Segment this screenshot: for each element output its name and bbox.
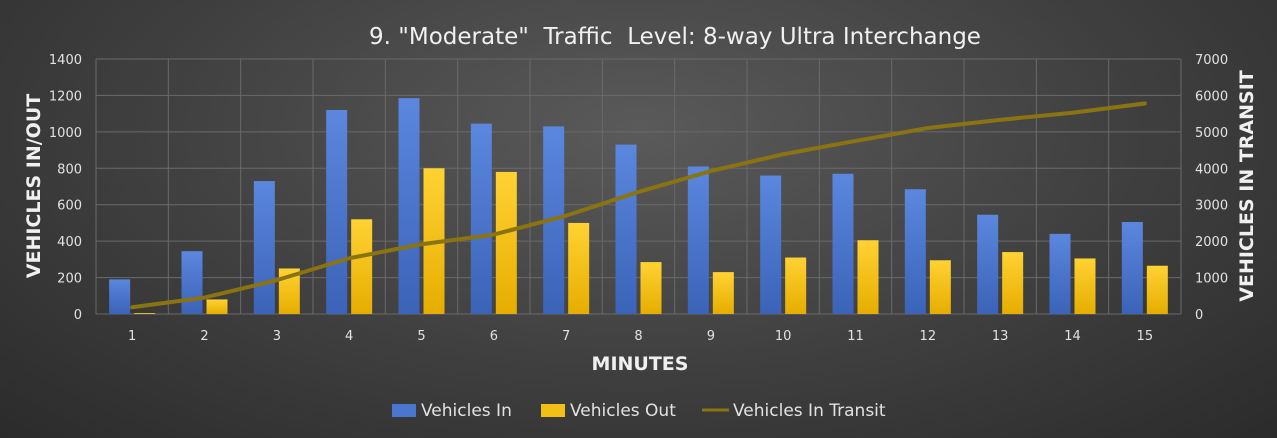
y-tick-label: 1000 xyxy=(49,126,82,141)
x-tick-label: 7 xyxy=(562,329,570,344)
legend: Vehicles In Vehicles Out Vehicles In Tra… xyxy=(392,401,886,421)
bar-vehicles-out xyxy=(857,240,879,314)
bar-vehicles-in xyxy=(470,123,492,315)
y2-tick-label: 3000 xyxy=(1195,199,1228,214)
bar-vehicles-in xyxy=(904,189,926,314)
bar-vehicles-in xyxy=(181,251,203,314)
bar-vehicles-out xyxy=(1074,258,1096,314)
y-axis-left-title: VEHICLES IN/OUT xyxy=(23,94,45,278)
x-tick-label: 8 xyxy=(634,329,642,344)
x-tick-label: 10 xyxy=(775,329,792,344)
bar-vehicles-in xyxy=(615,144,637,314)
y2-tick-label: 0 xyxy=(1195,308,1203,323)
x-tick-label: 13 xyxy=(992,329,1009,344)
y-tick-label: 1200 xyxy=(49,89,82,104)
bar-vehicles-out xyxy=(206,299,228,314)
y2-tick-label: 5000 xyxy=(1195,126,1228,141)
bar-vehicles-in xyxy=(253,181,275,314)
x-tick-label: 14 xyxy=(1064,329,1081,344)
chart-title: 9. "Moderate" Traffic Level: 8-way Ultra… xyxy=(369,24,981,50)
y-tick-label: 800 xyxy=(57,162,82,177)
transit-line-layer xyxy=(130,101,1147,310)
x-tick-label: 9 xyxy=(707,329,715,344)
y2-tick-label: 1000 xyxy=(1195,272,1228,287)
y2-tick-label: 4000 xyxy=(1195,162,1228,177)
legend-swatch-vehicles-in xyxy=(392,404,416,417)
x-tick-label: 6 xyxy=(490,329,498,344)
y-tick-label: 0 xyxy=(74,308,82,323)
bar-vehicles-out xyxy=(1002,252,1024,314)
x-tick-label: 5 xyxy=(417,329,425,344)
y-axis-right-title: VEHICLES IN TRANSIT xyxy=(1236,70,1258,302)
x-tick-label: 12 xyxy=(920,329,937,344)
bar-vehicles-in xyxy=(326,110,348,314)
y-axis-left-ticks: 0 200 400 600 800 1000 1200 1400 xyxy=(49,53,82,323)
x-axis-ticks: 1 2 3 4 5 6 7 8 9 10 11 12 13 14 15 xyxy=(128,329,1153,344)
line-vehicles-in-transit xyxy=(130,101,1147,310)
x-tick-label: 3 xyxy=(273,329,281,344)
x-tick-label: 4 xyxy=(345,329,353,344)
legend-label-vehicles-out: Vehicles Out xyxy=(570,401,676,421)
legend-label-vehicles-in: Vehicles In xyxy=(421,401,512,421)
y-tick-label: 1400 xyxy=(49,53,82,68)
x-tick-label: 1 xyxy=(128,329,136,344)
bar-vehicles-in xyxy=(1121,222,1143,314)
bar-vehicles-out xyxy=(495,171,517,314)
bar-vehicles-out xyxy=(1146,265,1168,314)
bar-vehicles-out xyxy=(640,262,662,314)
bar-vehicles-in xyxy=(832,173,854,314)
y2-tick-label: 6000 xyxy=(1195,89,1228,104)
y2-tick-label: 7000 xyxy=(1195,53,1228,68)
bar-vehicles-in xyxy=(977,214,999,314)
bar-vehicles-out xyxy=(929,260,951,314)
bar-vehicles-in xyxy=(1049,233,1071,314)
grid-lines xyxy=(95,58,1182,315)
bar-vehicles-out xyxy=(134,313,156,314)
x-axis-title: MINUTES xyxy=(592,353,689,375)
bar-vehicles-out xyxy=(351,219,373,314)
bar-vehicles-in xyxy=(760,175,782,314)
x-tick-label: 15 xyxy=(1137,329,1154,344)
y-tick-label: 400 xyxy=(57,235,82,250)
bar-vehicles-out xyxy=(785,257,807,314)
y-axis-right-ticks: 0 1000 2000 3000 4000 5000 6000 7000 xyxy=(1195,53,1228,323)
bar-vehicles-in xyxy=(109,279,131,314)
bar-vehicles-out xyxy=(712,272,734,314)
legend-label-vehicles-in-transit: Vehicles In Transit xyxy=(733,401,886,421)
bar-vehicles-in xyxy=(687,166,709,314)
bar-vehicles-in xyxy=(398,98,420,315)
x-tick-label: 11 xyxy=(847,329,864,344)
x-tick-label: 2 xyxy=(200,329,208,344)
y-tick-label: 200 xyxy=(57,272,82,287)
bar-vehicles-out xyxy=(568,222,590,314)
y2-tick-label: 2000 xyxy=(1195,235,1228,250)
legend-swatch-vehicles-out xyxy=(541,404,565,417)
y-tick-label: 600 xyxy=(57,199,82,214)
